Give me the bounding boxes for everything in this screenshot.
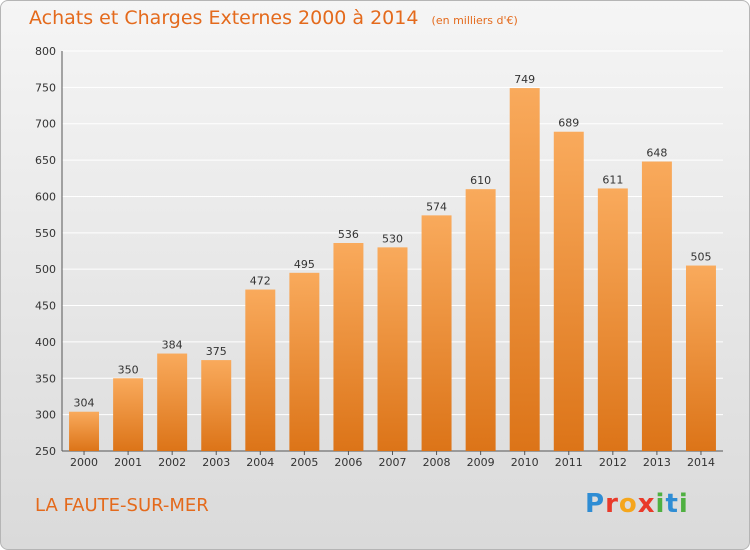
- bar-value-label: 689: [558, 117, 579, 130]
- bar-value-label: 384: [162, 339, 183, 352]
- y-tick-label: 800: [35, 45, 56, 58]
- x-tick-label: 2013: [643, 456, 671, 469]
- chart-title: Achats et Charges Externes 2000 à 2014: [29, 7, 419, 29]
- y-tick-label: 400: [35, 336, 56, 349]
- bar-value-label: 610: [470, 174, 491, 187]
- x-tick-label: 2009: [467, 456, 495, 469]
- bar: [685, 265, 716, 451]
- y-tick-label: 450: [35, 300, 56, 313]
- bar: [201, 360, 232, 451]
- commune-name: LA FAUTE-SUR-MER: [35, 495, 209, 516]
- bar: [377, 247, 408, 451]
- y-tick-label: 350: [35, 372, 56, 385]
- bar-value-label: 574: [426, 200, 447, 213]
- y-tick-label: 700: [35, 118, 56, 131]
- bar: [421, 215, 452, 451]
- y-tick-label: 300: [35, 409, 56, 422]
- y-tick-label: 650: [35, 154, 56, 167]
- bar: [465, 189, 496, 451]
- bar: [245, 289, 276, 451]
- x-tick-label: 2012: [599, 456, 627, 469]
- logo-letter: x: [637, 489, 656, 519]
- x-tick-label: 2014: [687, 456, 715, 469]
- bar-value-label: 495: [294, 258, 315, 271]
- bar: [553, 131, 584, 451]
- bar-value-label: 749: [514, 73, 535, 86]
- y-tick-label: 600: [35, 190, 56, 203]
- bar-value-label: 375: [206, 345, 227, 358]
- logo-letter: t: [665, 489, 679, 519]
- y-tick-label: 750: [35, 81, 56, 94]
- bar: [157, 353, 188, 451]
- bar-value-label: 648: [646, 147, 667, 160]
- bar-value-label: 611: [602, 173, 623, 186]
- chart-unit: (en milliers d'€): [431, 14, 518, 27]
- y-tick-label: 500: [35, 263, 56, 276]
- logo-letter: o: [618, 489, 638, 519]
- logo-letter: i: [655, 489, 666, 519]
- bar-value-label: 472: [250, 275, 271, 288]
- y-tick-label: 250: [35, 445, 56, 458]
- x-tick-label: 2008: [423, 456, 451, 469]
- x-tick-label: 2005: [290, 456, 318, 469]
- bar: [113, 378, 144, 451]
- bar-value-label: 530: [382, 232, 403, 245]
- title-row: Achats et Charges Externes 2000 à 2014 (…: [29, 7, 518, 29]
- x-tick-label: 2002: [158, 456, 186, 469]
- bar: [289, 272, 320, 451]
- logo-letter: r: [605, 489, 619, 519]
- x-tick-label: 2003: [202, 456, 230, 469]
- bar: [597, 188, 628, 452]
- bar-value-label: 536: [338, 228, 359, 241]
- x-tick-label: 2004: [246, 456, 274, 469]
- x-tick-label: 2001: [114, 456, 142, 469]
- x-tick-label: 2000: [70, 456, 98, 469]
- bar: [509, 88, 540, 451]
- x-tick-label: 2010: [511, 456, 539, 469]
- proxiti-logo: Proxiti: [585, 489, 689, 519]
- x-tick-label: 2011: [555, 456, 583, 469]
- x-tick-label: 2007: [379, 456, 407, 469]
- bar: [69, 411, 100, 451]
- bar-value-label: 505: [690, 251, 711, 264]
- bar-value-label: 350: [118, 363, 139, 376]
- bar: [333, 243, 364, 451]
- y-tick-label: 550: [35, 227, 56, 240]
- logo-letter: P: [585, 489, 606, 519]
- logo-letter: i: [678, 489, 689, 519]
- bar: [641, 161, 672, 451]
- x-tick-label: 2006: [334, 456, 362, 469]
- bar-value-label: 304: [74, 397, 95, 410]
